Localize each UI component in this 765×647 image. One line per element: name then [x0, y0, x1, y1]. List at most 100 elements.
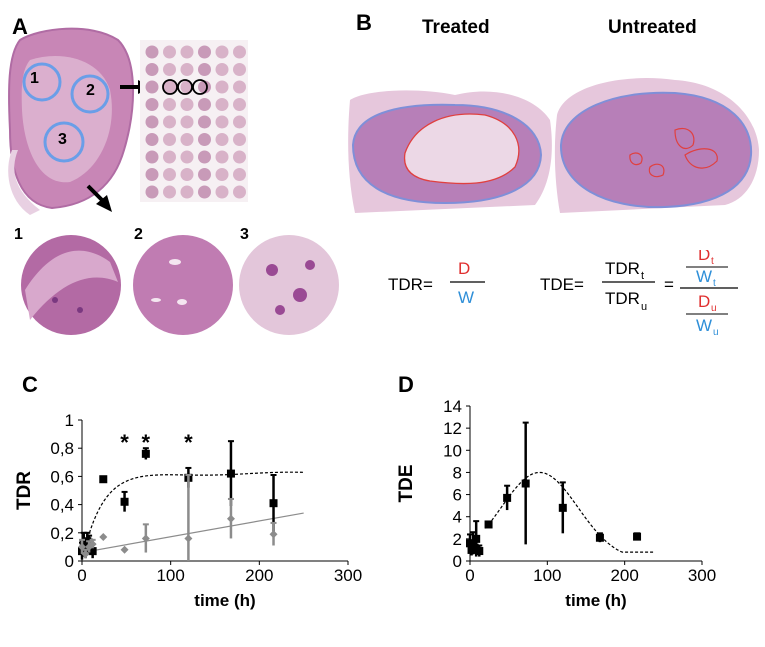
tma-core: [233, 133, 246, 146]
panel-b-letter: B: [356, 10, 372, 35]
chart-d-data-point: [633, 532, 642, 541]
wu-symbol: W: [696, 316, 712, 335]
chart-c-x-axis-label: time (h): [194, 591, 255, 610]
chart-d-y-tick-label: 0: [453, 552, 462, 571]
tma-core: [163, 45, 176, 59]
region-label-3: 3: [58, 131, 67, 148]
tma-core: [215, 63, 229, 76]
chart-c-data-point: [78, 542, 86, 551]
tma-core: [180, 63, 194, 76]
region-circle-2: [70, 74, 110, 114]
chart-d-y-axis-label: TDE: [396, 465, 417, 503]
chart-c-data-point: [88, 540, 97, 549]
chart-c-data-point: [269, 530, 278, 539]
tma-core-highlight-2: [177, 79, 193, 95]
zoom-label-3: 3: [240, 226, 249, 243]
chart-d-y-tick-label: 14: [443, 397, 462, 416]
tma-core: [233, 168, 246, 181]
tma-core: [145, 98, 159, 111]
panel-d-letter: D: [398, 372, 414, 397]
chart-c-y-tick-label: 1: [65, 411, 74, 430]
tma-core: [233, 115, 246, 129]
panel-b-figure: [348, 78, 759, 213]
panel-c-letter: C: [22, 372, 38, 397]
tma-core: [180, 45, 194, 59]
tma-core: [215, 150, 229, 164]
chart-c-y-tick-label: 0: [65, 552, 74, 571]
tma-core: [198, 98, 211, 111]
tma-core: [233, 45, 246, 59]
dt-sub: t: [711, 256, 714, 267]
chart-d-data-point: [484, 520, 493, 529]
tdr-denominator: W: [458, 288, 474, 307]
chart-c-significance-star: *: [120, 430, 129, 455]
tma-core: [215, 185, 229, 199]
chart-c-data-point: [99, 475, 108, 484]
untreated-label: Untreated: [608, 17, 697, 38]
chart-d-data-point: [595, 533, 604, 542]
tma-core: [215, 98, 229, 111]
chart-c-x-tick-label: 100: [156, 566, 184, 585]
treated-section-image: [348, 90, 552, 213]
chart-d-trend-line-0: [485, 471, 655, 553]
chart-c-data-point: [226, 469, 235, 478]
zoom-label-1: 1: [14, 226, 23, 243]
tma-core: [233, 150, 246, 164]
chart-c: 0 100 200 300 0 0,2 0,4 0,6 0,8 1 time (h) TDR * * *: [14, 411, 362, 610]
tma-core: [163, 185, 176, 199]
wt-sub: t: [713, 278, 716, 289]
arrow-down-icon: [86, 184, 112, 212]
chart-d-x-axis-label: time (h): [565, 591, 626, 610]
equations: TDR= D W TDE= TDR t TDR u = D t W t D u …: [388, 250, 738, 338]
chart-c-data-point: [120, 545, 129, 554]
equals-sign: =: [664, 275, 674, 294]
tma-core: [198, 185, 211, 199]
tma-core: [180, 150, 194, 164]
chart-d-x-tick-label: 0: [465, 566, 474, 585]
tma-core: [145, 150, 159, 164]
chart-c-x-tick-label: 300: [334, 566, 362, 585]
chart-d-data-point: [475, 547, 484, 556]
tma-core: [215, 133, 229, 146]
chart-c-y-tick-label: 0,2: [50, 524, 74, 543]
chart-d-y-tick-label: 4: [453, 508, 462, 527]
tma-core: [180, 98, 194, 111]
tma-core: [198, 115, 211, 129]
zoom-core-3: [239, 235, 339, 335]
tma-core: [145, 115, 159, 129]
panel-a-letter: A: [12, 14, 28, 39]
tma-core: [198, 63, 211, 76]
tma-core: [163, 98, 176, 111]
chart-c-trend-line-0: [82, 471, 304, 558]
region-circle-3: [43, 121, 85, 163]
chart-c-data-point: [269, 499, 278, 508]
chart-c-data-point: [120, 497, 129, 506]
tma-core: [180, 133, 194, 146]
chart-c-trend-line-1: [81, 512, 304, 554]
chart-c-x-tick-label: 200: [245, 566, 273, 585]
chart-d-y-tick-label: 10: [443, 441, 462, 460]
chart-d-y-tick-label: 8: [453, 463, 462, 482]
chart-d-y-tick-label: 6: [453, 486, 462, 505]
tma-core-highlight-3: [192, 79, 208, 95]
region-label-1: 1: [30, 70, 39, 87]
chart-d-x-tick-label: 300: [688, 566, 716, 585]
chart-c-data-point: [88, 547, 97, 556]
chart-d-data-point: [521, 479, 530, 488]
tdr-lhs: TDR=: [388, 275, 433, 294]
tma-core: [145, 168, 159, 181]
zoom-core-2: [133, 235, 233, 335]
tma-core: [215, 115, 229, 129]
chart-d-data-point: [470, 543, 479, 552]
chart-c-data-point: [141, 534, 150, 543]
tma-core: [163, 133, 176, 146]
wu-sub: u: [713, 327, 719, 338]
tma-core: [233, 80, 246, 94]
tma-core: [180, 185, 194, 199]
tde-numerator: TDR: [605, 259, 640, 278]
tma-core: [215, 45, 229, 59]
tma-core: [180, 115, 194, 129]
tumor-section-image: [8, 27, 135, 215]
zoom-core-1: [21, 235, 121, 335]
